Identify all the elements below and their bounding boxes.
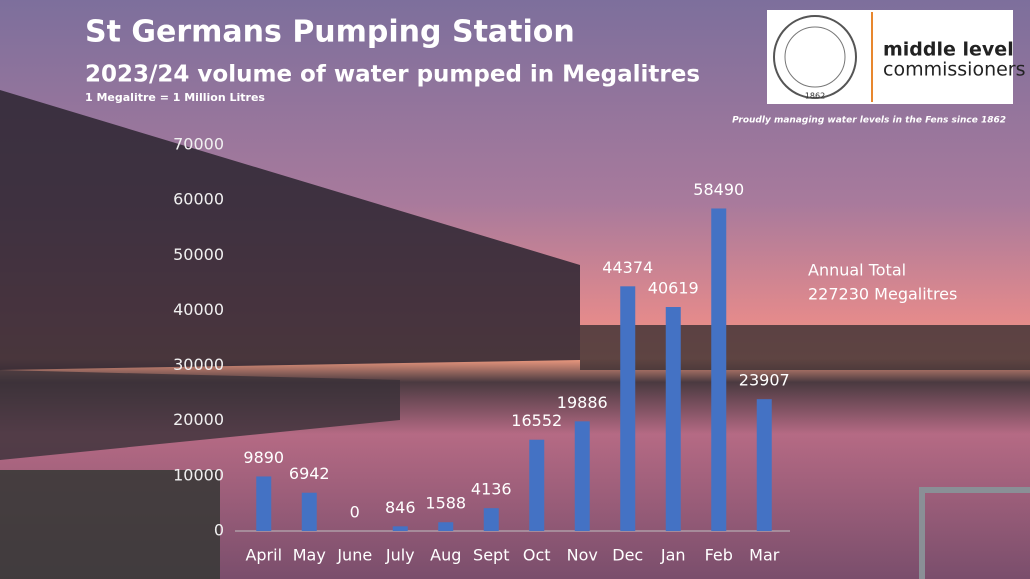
seal [773, 15, 857, 99]
building [0, 90, 580, 370]
data-label: 40619 [648, 279, 699, 298]
x-tick-label: Feb [705, 546, 733, 565]
bar [301, 492, 317, 531]
wall [0, 370, 400, 460]
seal-inner [784, 26, 846, 88]
bar [529, 439, 545, 531]
y-tick-label: 10000 [173, 465, 224, 484]
data-label: 6942 [289, 464, 330, 483]
data-label: 44374 [602, 258, 653, 277]
bar [438, 522, 454, 531]
bank [0, 470, 220, 579]
y-tick-label: 0 [214, 521, 224, 540]
bar [711, 208, 727, 531]
bar [574, 421, 590, 531]
data-label: 4136 [471, 480, 512, 499]
y-tick-label: 50000 [173, 245, 224, 264]
logo: 1862 middle level commissioners [767, 10, 1026, 104]
chart-title: St Germans Pumping Station [85, 15, 575, 50]
x-tick-label: Mar [749, 546, 780, 565]
x-tick-label: Aug [430, 546, 461, 565]
data-label: 23907 [739, 371, 790, 390]
x-tick-label: Sept [473, 546, 509, 565]
seal-year: 1862 [805, 92, 825, 101]
bar [483, 508, 499, 531]
logo-name: commissioners [883, 59, 1026, 81]
railing [919, 487, 1030, 579]
logo-box [767, 10, 1013, 104]
data-label: 16552 [511, 411, 562, 430]
data-label: 1588 [425, 494, 466, 513]
y-tick-label: 40000 [173, 300, 224, 319]
bar [665, 307, 681, 531]
annotation: Annual Total [808, 261, 906, 280]
chart-subtitle: 2023/24 volume of water pumped in Megali… [85, 62, 700, 88]
data-label: 58490 [693, 180, 744, 199]
bar [256, 476, 272, 531]
tagline: Proudly managing water levels in the Fen… [732, 116, 1006, 126]
data-label: 19886 [557, 393, 608, 412]
far-bank [580, 325, 1030, 370]
x-tick-label: Oct [523, 546, 551, 565]
bar [392, 526, 408, 531]
y-tick-label: 60000 [173, 190, 224, 209]
x-tick-label: Dec [612, 546, 643, 565]
data-label: 0 [350, 503, 360, 522]
x-tick-label: July [385, 546, 415, 565]
annotation: 227230 Megalitres [808, 285, 957, 304]
data-label: 846 [385, 498, 416, 517]
x-tick-label: April [245, 546, 282, 565]
data-label: 9890 [243, 448, 284, 467]
x-tick-label: Nov [567, 546, 598, 565]
y-tick-label: 20000 [173, 410, 224, 429]
bar [756, 399, 772, 531]
x-tick-label: June [336, 546, 372, 565]
logo-name: middle level [883, 39, 1014, 61]
y-tick-label: 30000 [173, 355, 224, 374]
bar [620, 286, 636, 531]
y-tick-label: 70000 [173, 135, 224, 154]
x-tick-label: May [293, 546, 326, 565]
note: 1 Megalitre = 1 Million Litres [85, 91, 265, 104]
x-tick-label: Jan [660, 546, 686, 565]
